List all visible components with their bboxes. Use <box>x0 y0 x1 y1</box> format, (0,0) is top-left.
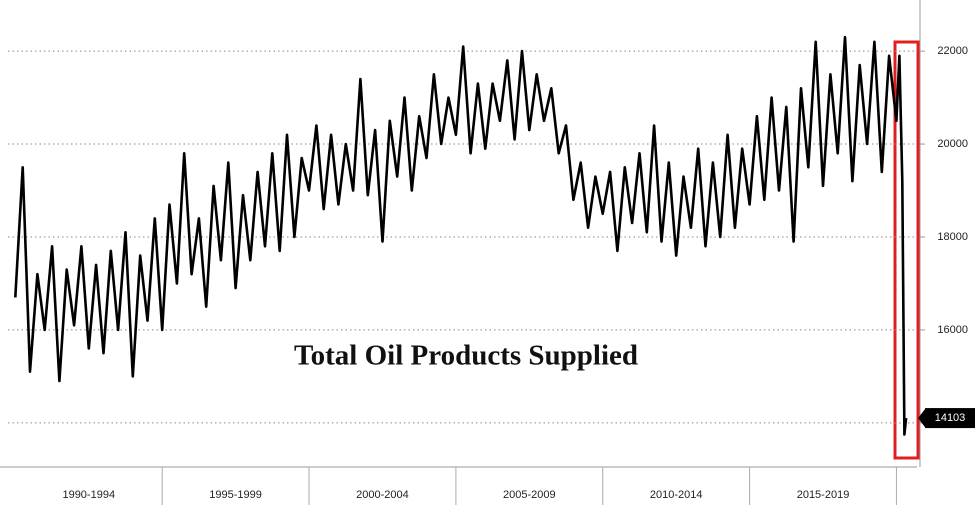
highlight-box <box>893 40 920 460</box>
y-tick-label: 20000 <box>937 138 968 150</box>
end-label-box <box>925 408 975 429</box>
x-tick-label: 1990-1994 <box>62 489 115 501</box>
chart-title: Total Oil Products Supplied <box>294 340 638 372</box>
end-label-pointer <box>918 409 925 428</box>
x-tick-label: 2015-2019 <box>797 489 850 501</box>
x-tick-label: 1995-1999 <box>209 489 262 501</box>
end-label: 14103 <box>935 412 966 424</box>
data-line <box>14 35 908 436</box>
x-tick-label: 2000-2004 <box>356 489 409 501</box>
y-tick-label: 16000 <box>937 324 968 336</box>
x-tick-label: 2010-2014 <box>650 489 703 501</box>
y-tick-label: 18000 <box>937 231 968 243</box>
x-tick-label: 2005-2009 <box>503 489 556 501</box>
y-tick-label: 22000 <box>937 45 968 57</box>
